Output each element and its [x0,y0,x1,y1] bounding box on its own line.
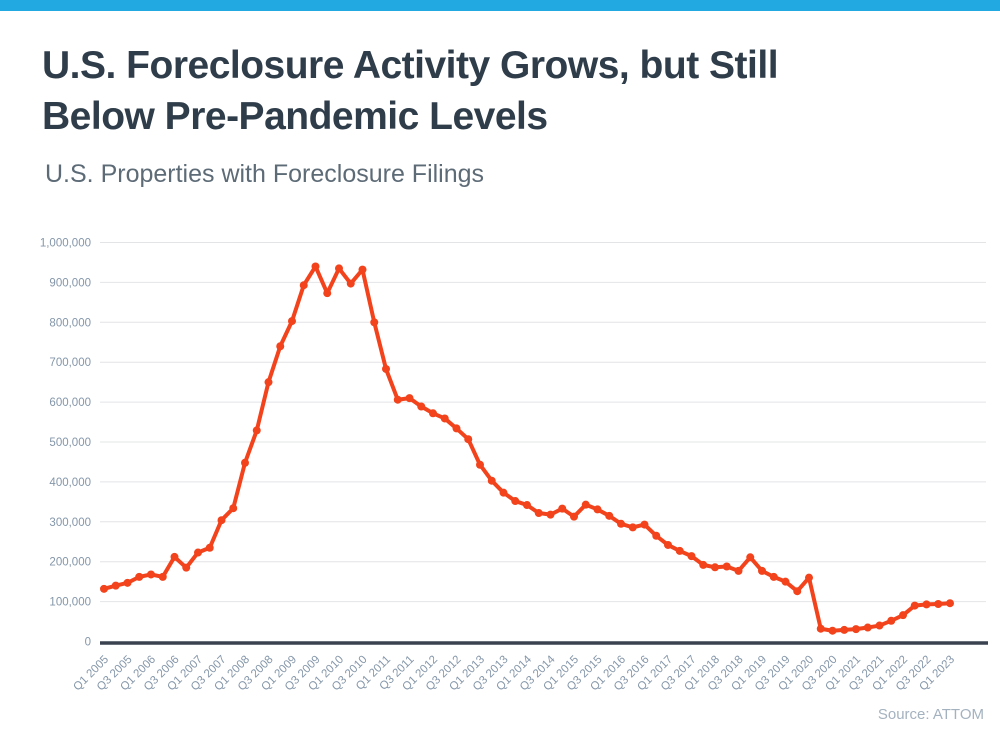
gridlines [100,242,986,603]
svg-text:100,000: 100,000 [49,597,91,609]
svg-text:700,000: 700,000 [49,357,91,369]
svg-text:600,000: 600,000 [49,397,91,409]
accent-bar [0,0,1000,11]
svg-text:900,000: 900,000 [49,277,91,289]
page-title-line1: U.S. Foreclosure Activity Grows, but Sti… [42,44,779,87]
y-axis-labels: 0 100,000 200,000 300,000 400,000 500,000 600,… [40,238,91,649]
page-title-line2: Below Pre-Pandemic Levels [42,95,548,138]
page-title: U.S. Foreclosure Activity Grows, but Sti… [42,40,962,142]
data-points [100,262,954,635]
svg-text:500,000: 500,000 [49,437,91,449]
svg-text:800,000: 800,000 [49,317,91,329]
svg-text:1,000,000: 1,000,000 [40,238,91,250]
svg-text:200,000: 200,000 [49,557,91,569]
svg-text:0: 0 [85,637,91,649]
svg-text:400,000: 400,000 [49,477,91,489]
data-line [102,264,952,633]
chart-subtitle: U.S. Properties with Foreclosure Filings [45,160,485,188]
svg-text:300,000: 300,000 [49,517,91,529]
source-label: Source: ATTOM [877,706,984,723]
